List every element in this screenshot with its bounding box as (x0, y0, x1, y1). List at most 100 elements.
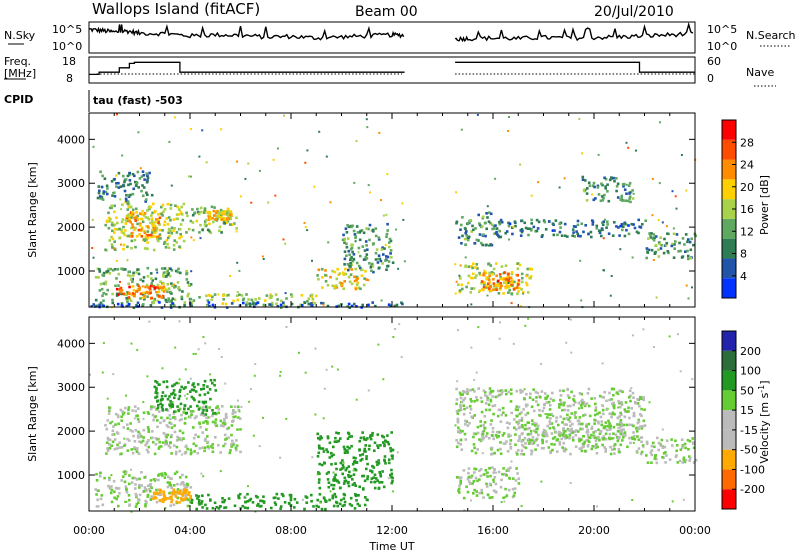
echo-cell (531, 442, 535, 446)
echo-cell (645, 454, 648, 457)
echo-cell (619, 248, 622, 251)
echo-cell (612, 393, 615, 397)
echo-cell (229, 215, 232, 218)
echo-cell (628, 195, 632, 198)
echo-cell (124, 268, 127, 271)
echo-cell (133, 238, 137, 242)
echo-cell (335, 467, 338, 471)
echo-cell (142, 296, 145, 299)
echo-cell (141, 304, 144, 308)
echo-cell (618, 423, 622, 426)
echo-cell (202, 414, 206, 417)
echo-cell (113, 447, 117, 451)
echo-cell (654, 250, 657, 254)
echo-cell (485, 243, 488, 247)
freq-line-2 (455, 61, 695, 73)
echo-cell (613, 452, 616, 455)
echo-cell (361, 245, 365, 248)
echo-cell (527, 437, 531, 441)
echo-cell (153, 224, 157, 228)
echo-cell (126, 174, 130, 178)
echo-cell (581, 178, 585, 181)
echo-cell (610, 275, 613, 277)
echo-cell (597, 193, 601, 196)
echo-cell (109, 491, 113, 495)
echo-cell (112, 433, 116, 436)
echo-cell (534, 430, 538, 434)
echo-cell (499, 276, 502, 279)
echo-cell (138, 286, 141, 290)
echo-cell (220, 231, 223, 234)
echo-cell (270, 506, 273, 510)
echo-cell (622, 423, 626, 427)
echo-cell (504, 264, 508, 267)
echo-cell (119, 408, 123, 412)
echo-cell (223, 417, 226, 421)
echo-cell (110, 180, 114, 183)
echo-cell (608, 426, 612, 429)
echo-cell (558, 222, 561, 226)
echo-cell (635, 149, 637, 152)
echo-cell (457, 441, 460, 445)
echo-cell (685, 189, 688, 192)
echo-cell (508, 288, 511, 292)
echo-cell (543, 402, 546, 406)
echo-cell (108, 409, 111, 413)
echo-cell (570, 390, 573, 394)
echo-cell (116, 443, 119, 447)
echo-cell (158, 223, 161, 226)
echo-cell (457, 329, 459, 332)
echo-cell (637, 438, 641, 441)
echo-cell (672, 256, 676, 259)
echo-cell (689, 256, 692, 260)
echo-cell (237, 408, 241, 412)
echo-cell (383, 247, 386, 250)
echo-cell (227, 426, 230, 430)
echo-cell (631, 256, 634, 259)
echo-cell (574, 433, 578, 437)
echo-cell (257, 502, 260, 506)
echo-cell (218, 505, 222, 508)
echo-cell (517, 477, 521, 480)
echo-cell (252, 434, 255, 437)
echo-cell (222, 424, 225, 428)
echo-cell (350, 435, 353, 438)
echo-cell (147, 428, 150, 431)
echo-cell (686, 254, 690, 258)
echo-cell (392, 336, 395, 338)
echo-cell (229, 274, 231, 277)
echo-cell (140, 213, 144, 216)
echo-cell (166, 290, 169, 294)
echo-cell (572, 231, 575, 234)
echo-cell (604, 187, 607, 190)
echo-cell (507, 390, 510, 394)
echo-cell (139, 167, 142, 170)
echo-cell (337, 273, 340, 277)
echo-cell (558, 430, 561, 434)
echo-cell (172, 243, 176, 247)
echo-cell (208, 294, 212, 298)
echo-cell (591, 445, 594, 448)
echo-cell (486, 398, 489, 402)
echo-cell (254, 298, 257, 301)
echo-cell (502, 442, 506, 445)
echo-cell (189, 219, 193, 223)
echo-cell (129, 429, 132, 432)
echo-cell (165, 380, 169, 383)
echo-cell (689, 248, 693, 252)
echo-cell (480, 410, 484, 414)
echo-cell (240, 405, 243, 408)
echo-cell (132, 434, 135, 438)
echo-cell (457, 489, 460, 493)
echo-cell (155, 408, 158, 411)
echo-cell (228, 451, 232, 455)
echo-cell (170, 452, 173, 455)
echo-cell (105, 427, 109, 431)
echo-cell (154, 415, 158, 418)
echo-cell (248, 304, 252, 307)
echo-cell (129, 193, 132, 197)
echo-cell (136, 348, 139, 351)
echo-cell (373, 486, 377, 490)
echo-cell (347, 275, 351, 279)
echo-cell (617, 437, 620, 440)
